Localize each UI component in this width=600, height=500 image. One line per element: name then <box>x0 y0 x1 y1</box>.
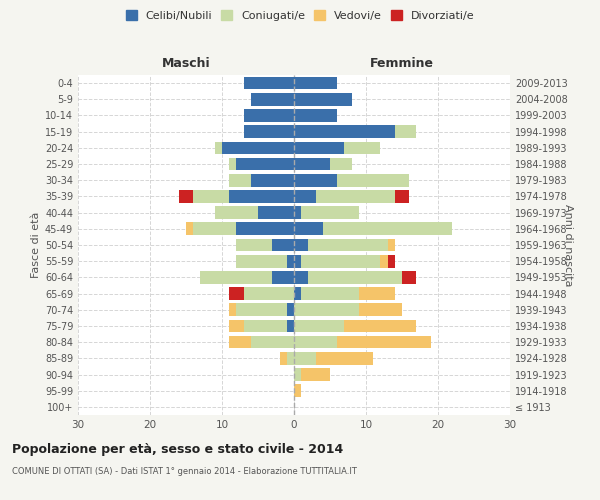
Bar <box>359 304 402 316</box>
Bar <box>294 352 316 364</box>
Bar <box>215 206 258 219</box>
Bar <box>344 320 416 332</box>
Bar <box>244 109 294 122</box>
Bar <box>294 126 395 138</box>
Bar <box>229 336 251 348</box>
Bar <box>193 222 236 235</box>
Bar <box>272 271 294 283</box>
Bar <box>236 238 272 252</box>
Bar <box>308 271 402 283</box>
Bar <box>308 238 388 252</box>
Bar <box>251 93 294 106</box>
Bar <box>229 158 236 170</box>
Bar <box>287 352 294 364</box>
Y-axis label: Fasce di età: Fasce di età <box>31 212 41 278</box>
Bar <box>193 190 229 202</box>
Bar <box>388 255 395 268</box>
Bar <box>344 142 380 154</box>
Bar <box>395 126 416 138</box>
Bar <box>402 271 416 283</box>
Bar <box>251 336 294 348</box>
Bar <box>294 336 337 348</box>
Bar <box>186 222 193 235</box>
Bar <box>294 271 308 283</box>
Bar <box>395 190 409 202</box>
Bar <box>287 304 294 316</box>
Bar <box>294 109 337 122</box>
Bar <box>294 304 359 316</box>
Bar <box>337 336 431 348</box>
Bar <box>244 126 294 138</box>
Bar <box>244 320 287 332</box>
Bar <box>229 174 251 186</box>
Bar <box>258 206 294 219</box>
Bar <box>301 288 359 300</box>
Text: Popolazione per età, sesso e stato civile - 2014: Popolazione per età, sesso e stato civil… <box>12 442 343 456</box>
Bar <box>294 368 301 381</box>
Text: Femmine: Femmine <box>370 57 434 70</box>
Bar <box>200 271 272 283</box>
Bar <box>236 255 287 268</box>
Bar <box>294 255 301 268</box>
Bar <box>272 238 294 252</box>
Bar <box>294 206 301 219</box>
Bar <box>316 190 395 202</box>
Bar <box>294 320 344 332</box>
Bar <box>236 222 294 235</box>
Bar <box>301 206 359 219</box>
Y-axis label: Anni di nascita: Anni di nascita <box>563 204 573 286</box>
Bar <box>229 320 244 332</box>
Bar <box>323 222 452 235</box>
Bar <box>301 368 330 381</box>
Bar <box>244 288 294 300</box>
Bar <box>301 255 380 268</box>
Bar <box>229 190 294 202</box>
Bar <box>294 142 344 154</box>
Bar <box>244 77 294 90</box>
Bar <box>236 158 294 170</box>
Text: Maschi: Maschi <box>161 57 211 70</box>
Bar <box>179 190 193 202</box>
Bar <box>294 77 337 90</box>
Bar <box>294 222 323 235</box>
Bar <box>287 255 294 268</box>
Bar <box>294 93 352 106</box>
Legend: Celibi/Nubili, Coniugati/e, Vedovi/e, Divorziati/e: Celibi/Nubili, Coniugati/e, Vedovi/e, Di… <box>124 8 476 24</box>
Bar <box>330 158 352 170</box>
Bar <box>359 288 395 300</box>
Bar <box>294 158 330 170</box>
Bar <box>388 238 395 252</box>
Bar <box>294 288 301 300</box>
Bar <box>294 384 301 397</box>
Bar <box>236 304 287 316</box>
Text: COMUNE DI OTTATI (SA) - Dati ISTAT 1° gennaio 2014 - Elaborazione TUTTITALIA.IT: COMUNE DI OTTATI (SA) - Dati ISTAT 1° ge… <box>12 468 357 476</box>
Bar <box>229 304 236 316</box>
Bar <box>280 352 287 364</box>
Bar <box>287 320 294 332</box>
Bar <box>337 174 409 186</box>
Bar <box>222 142 294 154</box>
Bar <box>316 352 373 364</box>
Bar <box>380 255 388 268</box>
Bar <box>294 190 316 202</box>
Bar <box>251 174 294 186</box>
Bar <box>229 288 244 300</box>
Bar <box>215 142 222 154</box>
Bar <box>294 174 337 186</box>
Bar <box>294 238 308 252</box>
